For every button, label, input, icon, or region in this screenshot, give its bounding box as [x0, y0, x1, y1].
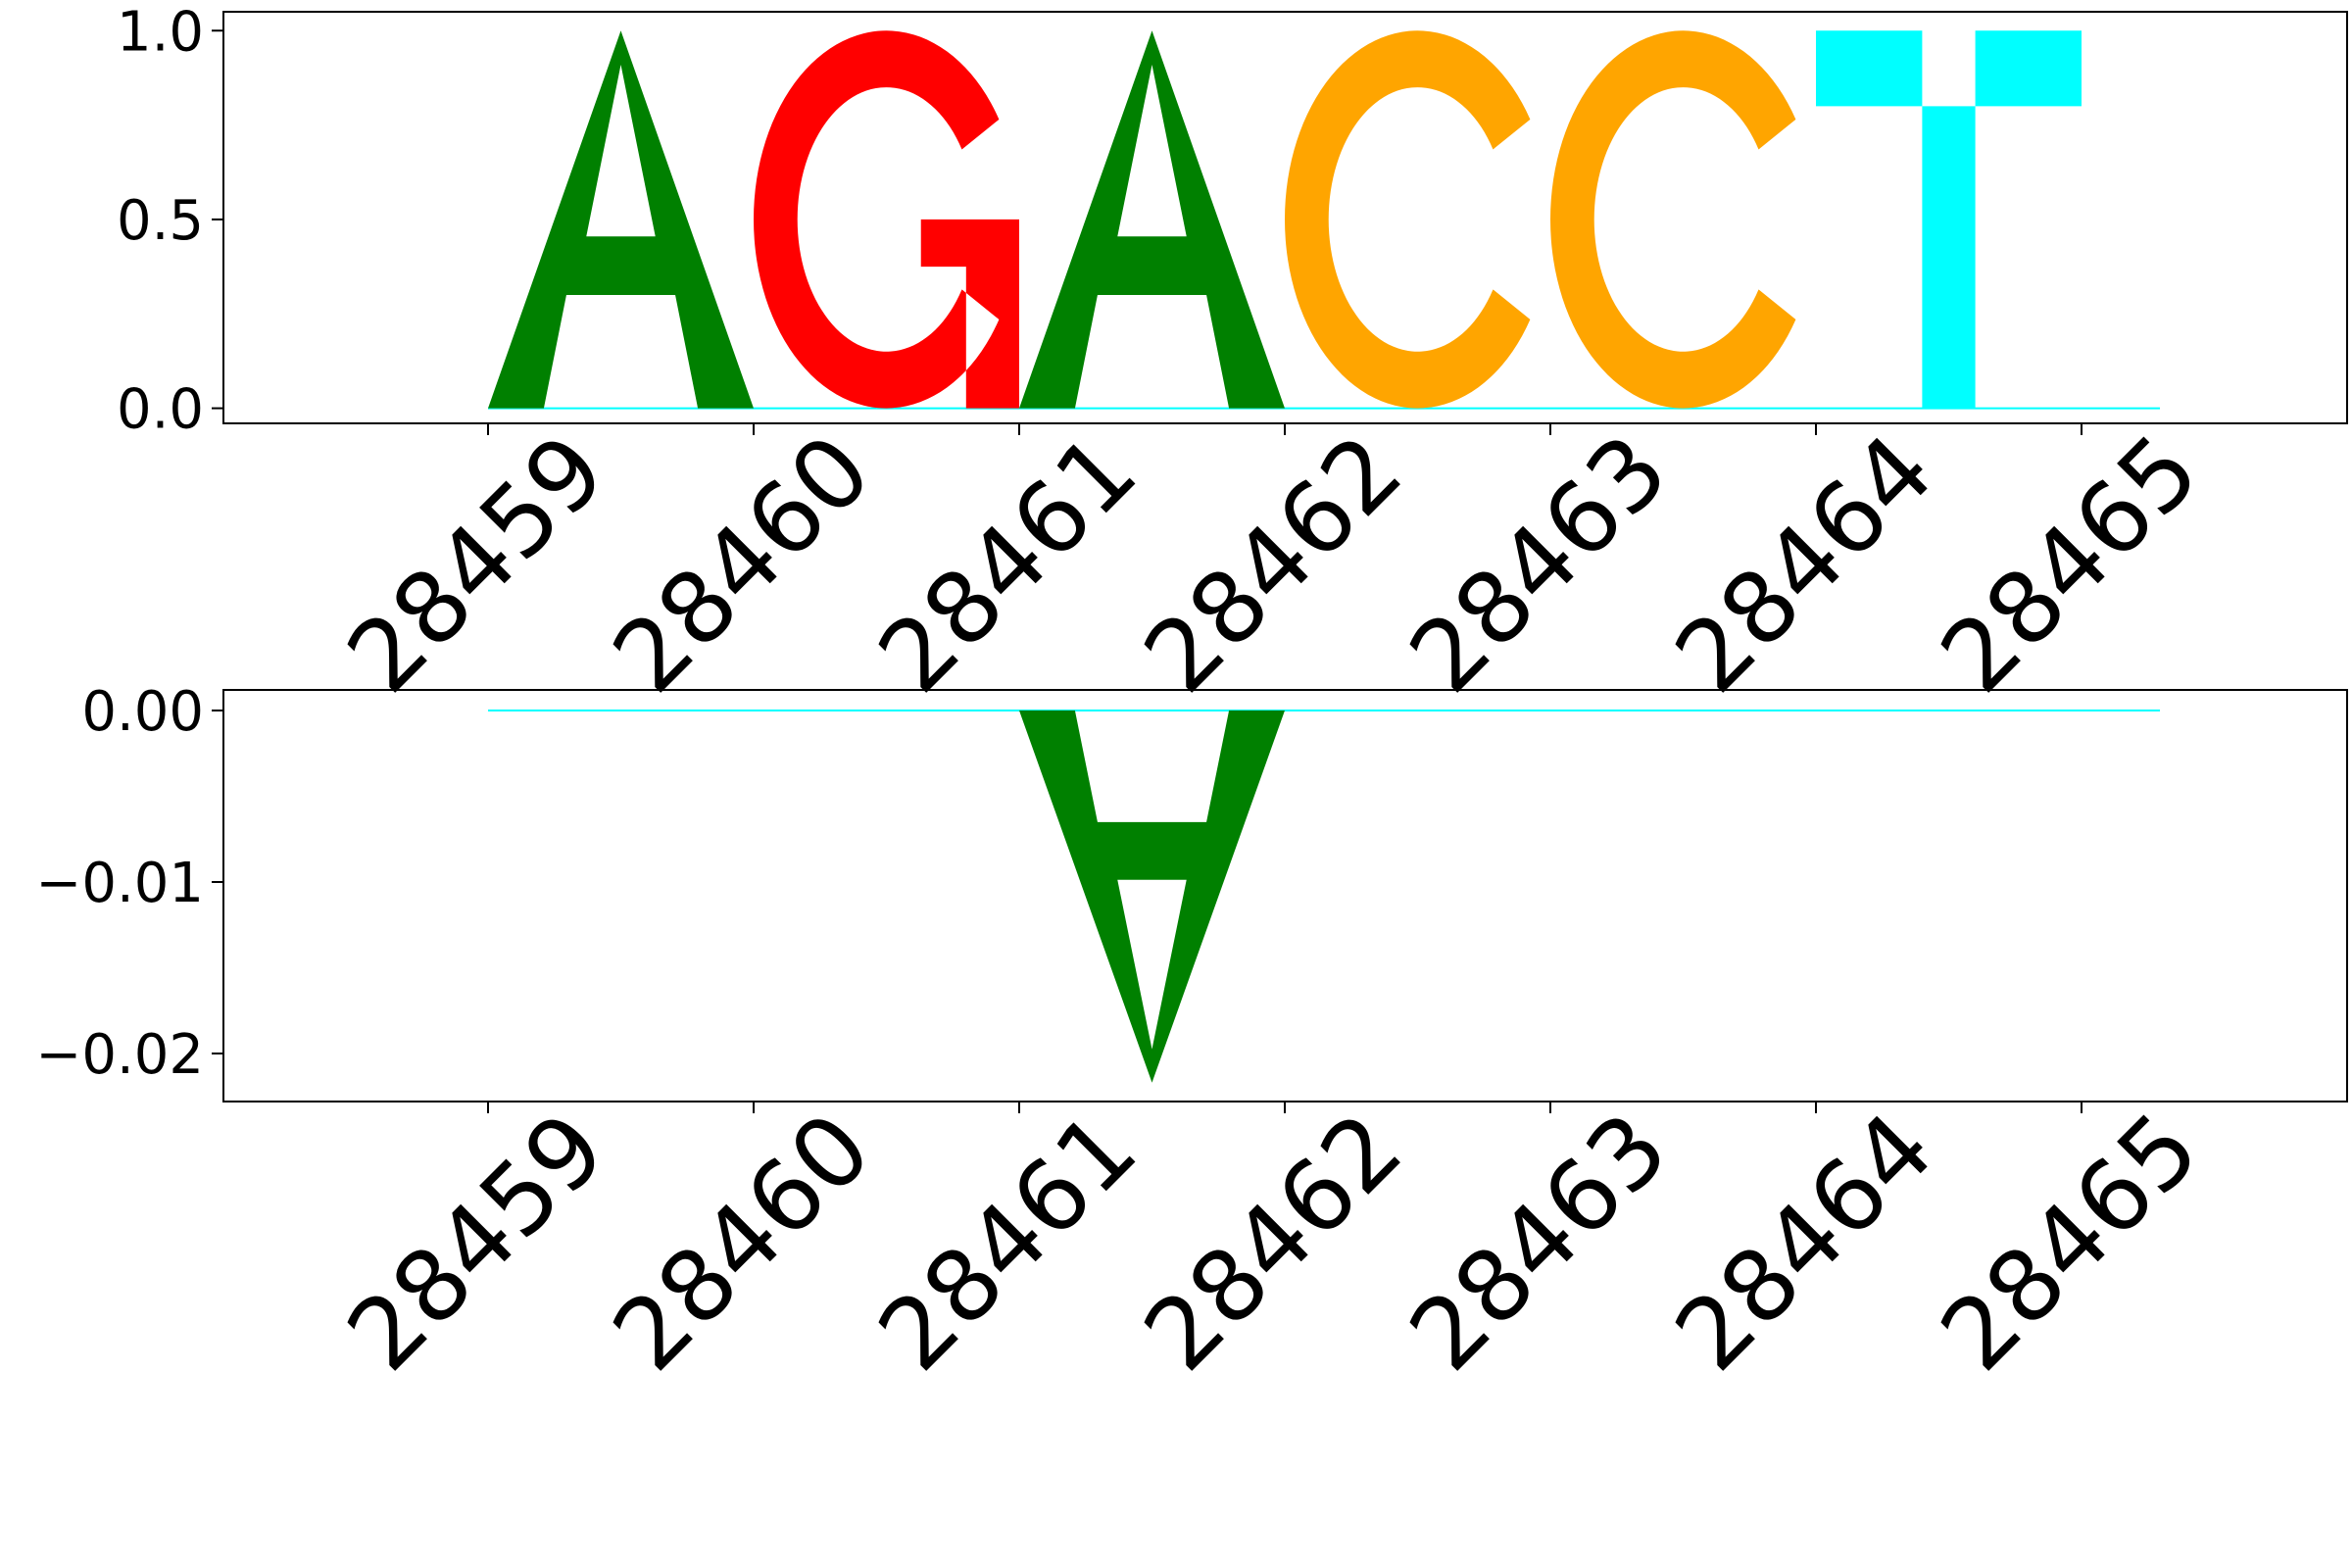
- ytick-label: 0.5: [117, 189, 204, 253]
- ytick-label: 1.0: [117, 0, 204, 64]
- logo-letter-A-28461: [1019, 30, 1285, 409]
- logo-letter-A-28461: [1019, 710, 1285, 1083]
- ytick-label: −0.02: [35, 1023, 204, 1087]
- ytick-label: 0.00: [81, 680, 204, 744]
- logo-letter-A-28459: [488, 30, 754, 409]
- logo-letter-C-28463: [1550, 30, 1796, 409]
- ytick-label: 0.0: [117, 378, 204, 442]
- logo-letter-C-28462: [1285, 30, 1531, 409]
- logo-letter-T-28464: [1816, 30, 2082, 409]
- logo-letter-G-28460: [754, 30, 1019, 409]
- ytick-label: −0.01: [35, 852, 204, 915]
